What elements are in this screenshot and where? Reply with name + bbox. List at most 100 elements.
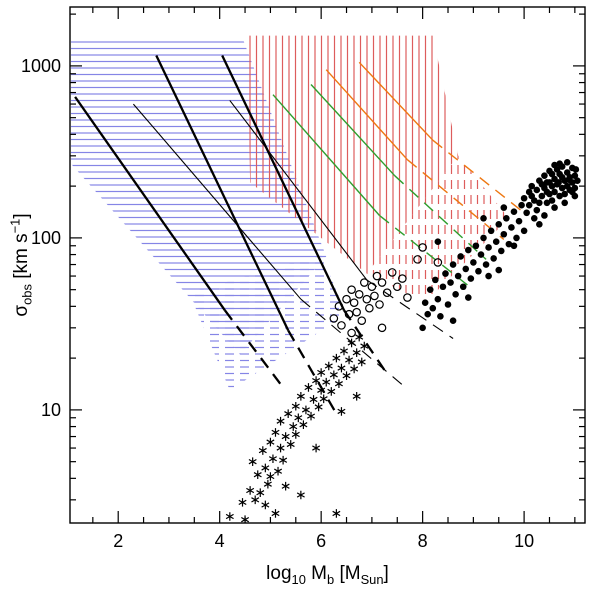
asterisk-point	[256, 488, 265, 498]
asterisk-point	[279, 455, 288, 465]
asterisk-point	[291, 401, 300, 411]
asterisk-point	[312, 376, 321, 385]
asterisk-point	[337, 363, 346, 373]
asterisk-point	[289, 422, 298, 431]
track-thin-black-2-dashed	[366, 279, 454, 339]
filled-circle-point	[447, 279, 454, 286]
asterisk-point	[276, 416, 285, 426]
open-circle-point	[354, 289, 364, 299]
filled-circle-point	[533, 206, 541, 214]
open-circle-point	[382, 288, 392, 298]
x-axis-var: M	[305, 563, 327, 584]
filled-circle-point	[500, 204, 508, 211]
filled-circle-point	[571, 172, 579, 179]
open-circle-point	[418, 243, 427, 252]
track-thick-black-2-solid	[155, 55, 290, 331]
asterisk-point	[286, 440, 295, 449]
open-circle-point	[357, 316, 367, 326]
asterisk-point	[345, 355, 354, 365]
x-tick-label: 6	[316, 531, 326, 551]
asterisk-point	[274, 466, 283, 476]
asterisk-point	[296, 490, 305, 500]
open-circle-point	[375, 300, 384, 309]
asterisk-point	[339, 346, 349, 356]
open-circle-point	[387, 268, 397, 277]
open-circle-point	[377, 278, 387, 287]
asterisk-point	[312, 443, 321, 453]
asterisk-point	[360, 341, 369, 351]
filled-circle-point	[495, 220, 503, 228]
open-circle-point	[398, 274, 407, 283]
track-thin-black-1-solid	[132, 103, 302, 300]
track-green-2-dashed	[394, 175, 487, 260]
asterisk-point	[332, 509, 341, 518]
asterisk-point	[306, 411, 316, 421]
filled-circle-point	[467, 275, 475, 282]
open-circle-point	[329, 314, 339, 323]
filled-circle-point	[541, 212, 548, 219]
filled-circle-point	[485, 244, 492, 251]
filled-circle-point	[548, 182, 556, 190]
filled-circle-point	[558, 184, 566, 192]
track-thick-black-3-solid	[221, 55, 346, 311]
filled-circle-point	[457, 253, 464, 260]
asterisk-point	[253, 470, 262, 479]
filled-circle-point	[452, 290, 459, 298]
y-axis-units-exponent: −1	[7, 218, 23, 234]
filled-circle-point	[424, 310, 432, 318]
filled-circle-point	[470, 259, 477, 266]
filled-circle-point	[492, 238, 500, 246]
filled-circle-point	[569, 179, 576, 186]
open-circle-point	[362, 294, 372, 304]
filled-circle-point	[515, 217, 523, 225]
filled-circle-point	[561, 199, 569, 207]
track-thick-black-1-solid	[74, 96, 226, 311]
filled-circle-point	[510, 242, 518, 250]
asterisk-point	[251, 495, 260, 505]
y-tick-label: 100	[31, 228, 61, 248]
open-circle-point	[342, 294, 351, 304]
filled-circle-point	[556, 192, 563, 200]
asterisk-point	[238, 498, 247, 507]
track-orange-1-solid	[325, 69, 408, 161]
filled-circle-point	[459, 283, 467, 291]
asterisk-point	[334, 379, 343, 389]
filled-circle-point	[538, 192, 546, 200]
asterisk-point	[271, 509, 280, 518]
filled-circle-point	[536, 220, 543, 228]
filled-circle-point	[546, 190, 553, 198]
asterisk-point	[314, 402, 323, 412]
open-circle-point	[337, 321, 346, 330]
x-axis-units-close: ]	[383, 563, 389, 584]
filled-circle-point	[434, 238, 442, 246]
filled-circle-point	[520, 227, 528, 235]
asterisk-point	[327, 387, 336, 396]
filled-circle-point	[465, 294, 472, 301]
filled-circle-point	[505, 240, 513, 248]
filled-circle-point	[533, 186, 541, 194]
region-red-hatch-dashed	[366, 155, 509, 303]
track-green-1-solid	[272, 94, 381, 216]
open-circle-point	[367, 282, 377, 292]
track-thick-black-3-dashed	[343, 309, 386, 371]
filled-circle-point	[444, 301, 452, 308]
filled-circle-point	[520, 194, 528, 202]
filled-circle-point	[421, 299, 429, 306]
open-circle-point	[347, 328, 356, 338]
filled-circle-point	[571, 192, 579, 200]
x-tick-label: 4	[215, 531, 225, 551]
filled-circle-point	[429, 304, 437, 312]
filled-circle-point	[454, 272, 462, 280]
open-circle-point	[365, 303, 374, 313]
open-circle-point	[349, 298, 359, 307]
region-red-hatch-solid	[247, 35, 459, 274]
x-tick-label: 2	[113, 531, 123, 551]
filled-circle-point	[419, 324, 426, 332]
asterisk-point	[281, 432, 290, 441]
filled-circle-point	[475, 267, 482, 275]
track-thick-black-1-dashed	[223, 309, 285, 389]
open-circle-point	[370, 291, 379, 301]
x-tick-label: 10	[514, 531, 534, 551]
filled-circle-point	[543, 199, 551, 207]
